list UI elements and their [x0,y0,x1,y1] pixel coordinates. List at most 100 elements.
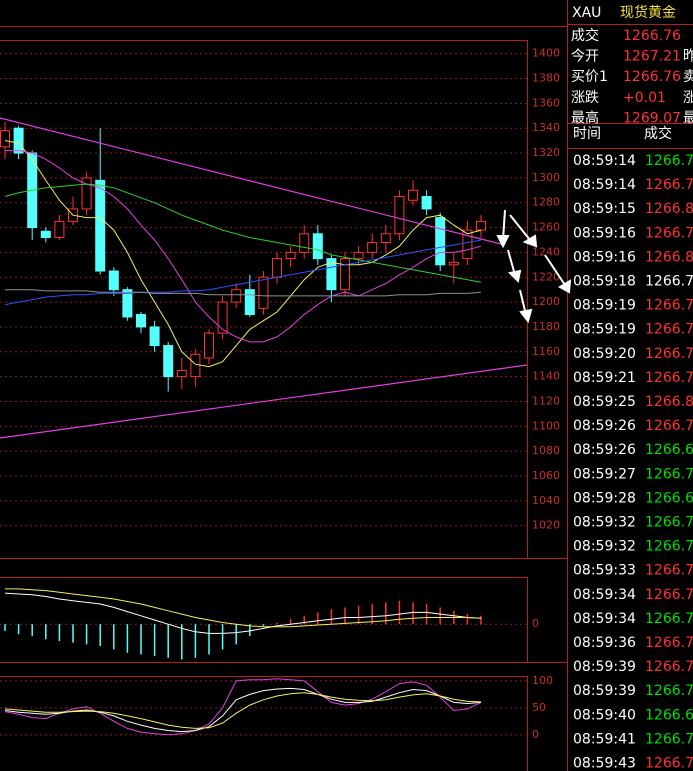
candle-body [435,217,446,266]
indicator-line [4,678,482,736]
tick-price: 1266.6 [645,490,693,506]
y-tick-label: 1240 [532,245,560,258]
candle-body [176,369,187,378]
tick-time: 08:59:14 [573,153,636,169]
tick-price: 1266.7 [645,635,693,651]
tick-price: 1266.7 [645,659,693,675]
field-label: 买价1 [571,69,608,85]
candle-body [95,179,106,272]
tick-price: 1266.7 [645,418,693,434]
candle-body [367,241,378,253]
indicator-line [5,588,482,628]
trend-lines [0,117,528,439]
y-tick-label: 1120 [532,394,560,407]
candle-body [312,233,323,260]
indicator-line [4,592,482,634]
y-tick-label: 1140 [532,370,560,383]
y-tick-label: 1020 [532,519,560,532]
instrument-name: 现货黄金 [620,4,676,21]
candle-body [448,261,459,266]
field-value: 1269.07 [623,110,681,126]
tick-time: 08:59:20 [573,346,636,362]
y-tick-label: 1380 [532,72,560,85]
y-tick-label: 1200 [532,295,560,308]
tick-price: 1266.7 [645,370,693,386]
tick-price: 1266.7 [645,539,693,555]
candle-body [54,220,65,239]
tick-time: 08:59:32 [573,515,636,531]
tick-time: 08:59:32 [573,539,636,555]
candle-body [462,229,473,260]
tick-time: 08:59:33 [573,563,636,579]
field-label: 今开 [571,49,599,65]
y-tick-label: 1220 [532,270,560,283]
tick-time: 08:59:34 [573,611,636,627]
candle-body [380,233,391,243]
field-side-label: 昨 [683,49,693,65]
ticks-header: 时间 [573,126,601,142]
candle-body [149,326,160,347]
tick-price: 1266.7 [645,756,693,771]
tick-price: 1266.7 [645,346,693,362]
y-tick-label: 1340 [532,121,560,134]
y-tick-label: 1320 [532,146,560,159]
y-tick-label: 1040 [532,494,560,507]
tick-price: 1266.7 [645,177,693,193]
candle-body [476,220,486,231]
field-label: 涨跌 [571,90,599,106]
field-side-label: 涨 [683,90,693,106]
tick-time: 08:59:28 [573,490,636,506]
charts: 1020 1040 1060 1080 1100 1120 1140 1160 1180 1200… [0,47,560,741]
y-tick-label: 1160 [532,345,560,358]
tick-time: 08:59:21 [573,370,636,386]
candle-body [285,251,296,260]
y-tick-label: 1080 [532,444,560,457]
y-tick-label: 100 [532,674,553,687]
symbol: XAU [572,5,601,21]
ticks-header: 成交 [644,125,672,142]
candle-body [13,127,24,154]
tick-time: 08:59:16 [573,225,636,241]
field-value: 1267.21 [623,49,681,65]
tick-time: 08:59:19 [573,298,636,314]
candle-body [204,332,214,359]
indicator-line [4,239,482,306]
indicator-line [4,183,482,283]
field-value: 1266.76 [623,28,681,44]
tick-price: 1266.7 [645,731,693,747]
tick-price: 1266.7 [645,298,693,314]
indicator-line [5,150,482,343]
y-tick-label: 0 [532,617,539,630]
tick-time: 08:59:14 [573,177,636,193]
candle-body [163,345,174,378]
candle-body [244,289,255,316]
y-tick-label: 1300 [532,171,560,184]
y-tick-label: 1260 [532,221,560,234]
tick-price: 1266.7 [645,563,693,579]
candle-body [353,251,364,260]
candle-body [231,289,242,303]
candle-body [394,196,405,235]
candle-body [81,177,92,210]
candle-body [326,258,337,291]
candle-body [272,258,282,278]
indicator-line [4,140,482,368]
indicator-line [4,692,482,729]
candle-body [217,301,228,334]
arrows [496,209,572,324]
candle-body [108,270,119,291]
tick-time: 08:59:15 [573,201,636,217]
field-label: 成交 [571,27,599,44]
tick-time: 08:59:27 [573,466,636,482]
tick-price: 1266.7 [645,515,693,531]
candle-body [258,276,269,309]
tick-time: 08:59:36 [573,635,636,651]
tick-price: 1266.7 [645,153,693,169]
y-tick-label: 1400 [532,47,560,60]
tick-time: 08:59:18 [573,274,636,290]
y-tick-label: 1180 [532,320,560,333]
y-tick-label: 1060 [532,469,560,482]
tick-price: 1266.7 [645,225,693,241]
candle-body [136,314,146,328]
y-tick-label: 1360 [532,96,560,109]
